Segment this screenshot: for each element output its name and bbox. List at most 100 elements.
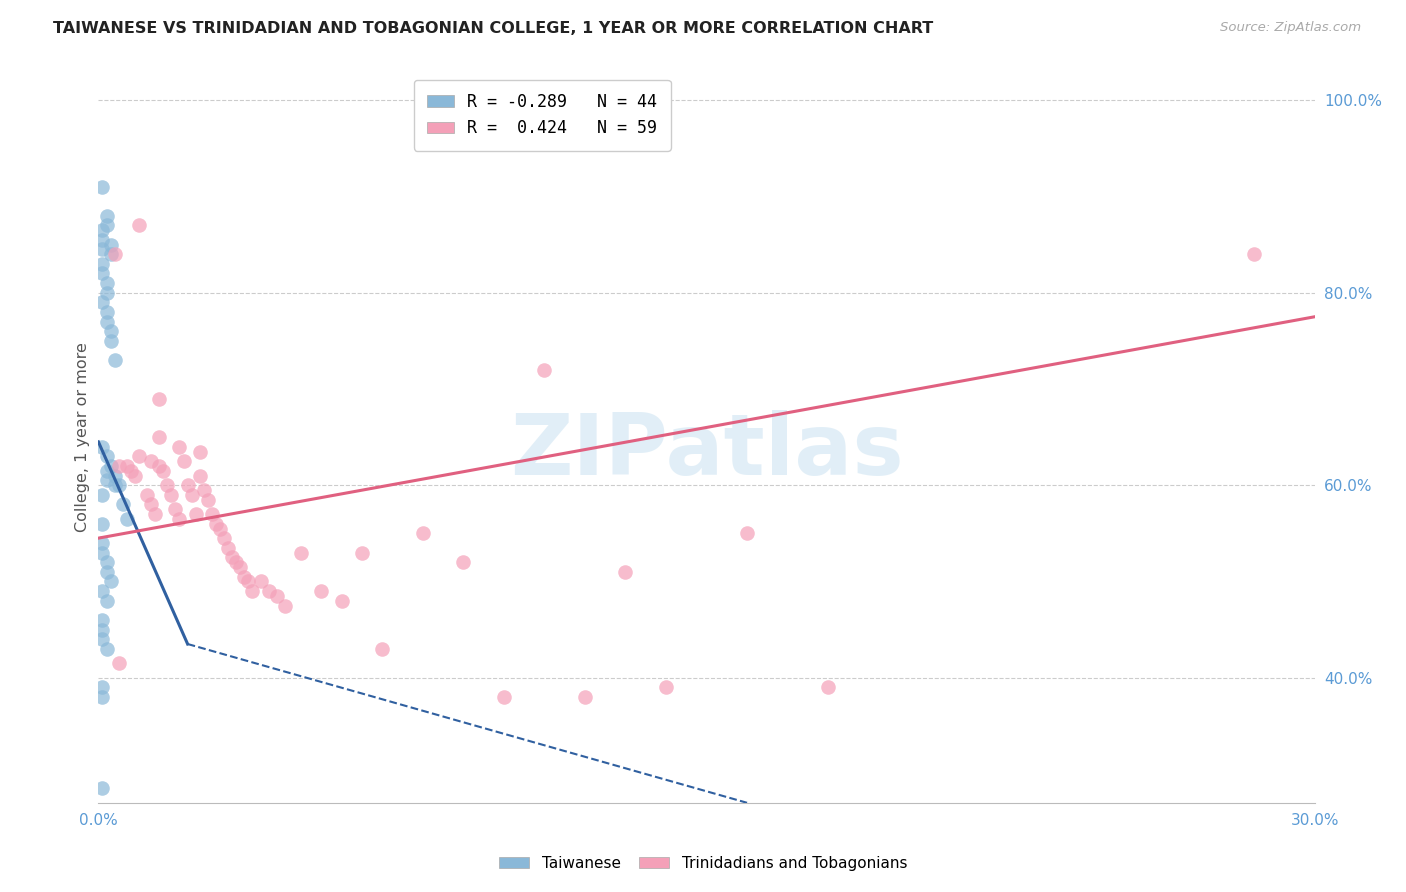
Point (120, 464, 142, 478)
Point (91, 295, 114, 310)
Point (124, 468, 146, 483)
Point (91, 440, 114, 454)
Point (91, 257, 114, 271)
Point (212, 531, 235, 545)
Point (91, 488, 114, 502)
Point (91, 179, 114, 194)
Point (111, 498, 134, 512)
Point (96, 474, 118, 488)
Point (249, 574, 271, 589)
Point (100, 458, 122, 473)
Point (100, 324, 122, 338)
Point (91, 233, 114, 247)
Point (96, 315, 118, 329)
Text: TAIWANESE VS TRINIDADIAN AND TOBAGONIAN COLLEGE, 1 YEAR OR MORE CORRELATION CHAR: TAIWANESE VS TRINIDADIAN AND TOBAGONIAN … (53, 21, 934, 36)
Point (96, 641, 118, 656)
Point (169, 512, 191, 526)
Point (91, 681, 114, 695)
Point (96, 219, 118, 233)
Point (152, 464, 174, 478)
Point (217, 541, 239, 555)
Point (412, 526, 434, 541)
Point (233, 569, 256, 583)
Point (188, 444, 211, 458)
Point (184, 507, 207, 521)
Point (139, 498, 162, 512)
Point (107, 478, 129, 492)
Point (96, 276, 118, 290)
Point (197, 492, 219, 507)
Point (221, 550, 243, 565)
Point (100, 574, 122, 589)
Point (160, 488, 183, 502)
Point (225, 555, 247, 569)
Point (330, 593, 353, 607)
Legend: Taiwanese, Trinidadians and Tobagonians: Taiwanese, Trinidadians and Tobagonians (492, 850, 914, 877)
Point (100, 247, 122, 261)
Point (91, 632, 114, 647)
Point (238, 574, 260, 589)
Point (311, 584, 333, 599)
Point (176, 478, 198, 492)
Point (165, 502, 187, 516)
Point (156, 478, 179, 492)
Point (115, 458, 138, 473)
Point (91, 267, 114, 281)
Point (188, 468, 211, 483)
Point (128, 219, 150, 233)
Point (229, 560, 252, 574)
Point (169, 440, 191, 454)
Text: Source: ZipAtlas.com: Source: ZipAtlas.com (1220, 21, 1361, 34)
Point (817, 681, 839, 695)
Point (242, 584, 264, 599)
Point (91, 536, 114, 550)
Point (128, 450, 150, 464)
Legend: R = -0.289   N = 44, R =  0.424   N = 59: R = -0.289 N = 44, R = 0.424 N = 59 (413, 79, 671, 151)
Point (205, 516, 228, 531)
Point (96, 209, 118, 223)
Point (266, 589, 288, 603)
Point (104, 247, 127, 261)
Point (96, 464, 118, 478)
Point (655, 681, 678, 695)
Point (100, 334, 122, 348)
Point (180, 488, 202, 502)
Point (735, 526, 758, 541)
Point (139, 454, 162, 468)
Point (574, 690, 596, 704)
Point (350, 545, 373, 559)
Point (143, 507, 166, 521)
Point (1243, 247, 1265, 261)
Point (96, 305, 118, 319)
Point (91, 690, 114, 704)
Point (91, 243, 114, 257)
Point (96, 593, 118, 607)
Point (96, 565, 118, 579)
Point (91, 584, 114, 599)
Point (274, 599, 297, 613)
Point (96, 555, 118, 569)
Point (148, 392, 170, 406)
Point (257, 584, 280, 599)
Point (96, 450, 118, 464)
Point (91, 781, 114, 796)
Point (148, 430, 170, 444)
Point (107, 657, 129, 671)
Point (209, 521, 232, 535)
Point (91, 223, 114, 237)
Point (100, 237, 122, 252)
Text: ZIPatlas: ZIPatlas (509, 410, 904, 493)
Point (492, 690, 515, 704)
Point (91, 516, 114, 531)
Point (453, 555, 475, 569)
Point (96, 285, 118, 300)
Point (136, 488, 159, 502)
Point (201, 507, 224, 521)
Point (104, 468, 127, 483)
Point (148, 458, 170, 473)
Point (91, 545, 114, 559)
Y-axis label: College, 1 year or more: College, 1 year or more (75, 343, 90, 532)
Point (91, 623, 114, 637)
Point (115, 512, 138, 526)
Point (173, 454, 195, 468)
